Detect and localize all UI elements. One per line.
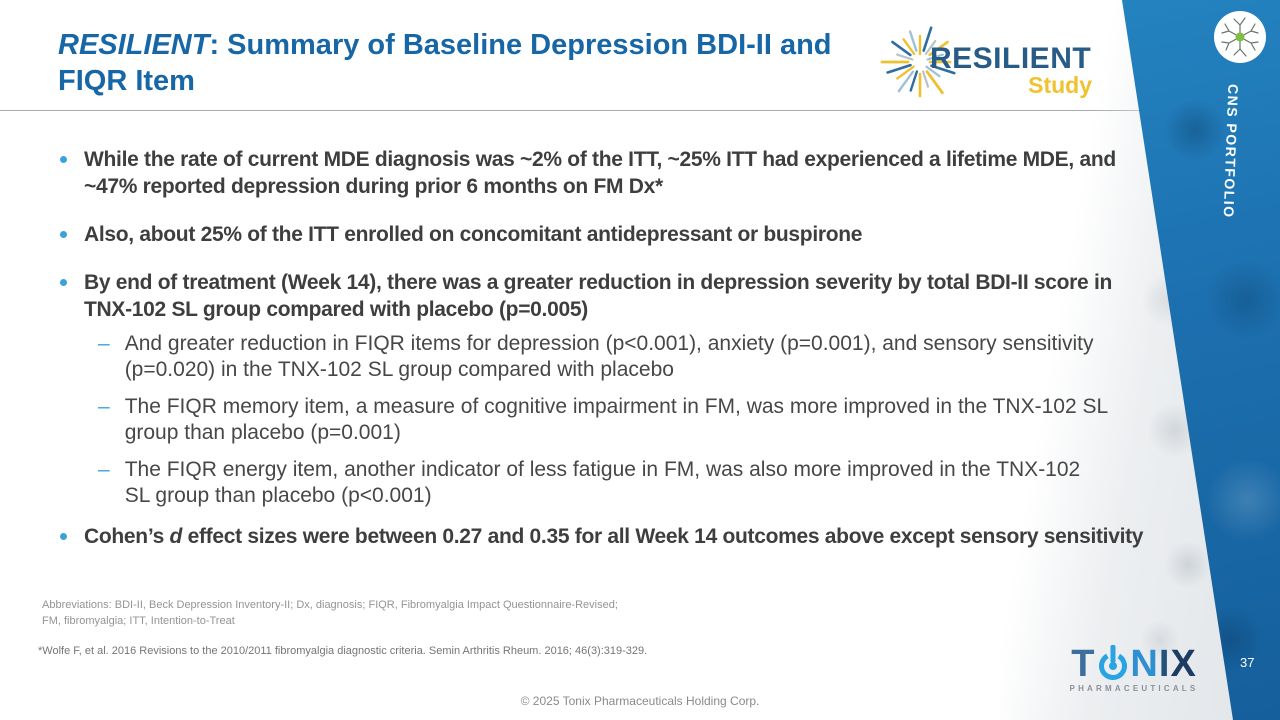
- tonix-pharmaceuticals-label: PHARMACEUTICALS: [1069, 684, 1199, 693]
- bullet-item: Also, about 25% of the ITT enrolled on c…: [58, 221, 1148, 248]
- tonix-logo: T N I X PHARMACEUTICALS: [1056, 645, 1212, 693]
- tonix-wordmark: T N I X: [1056, 643, 1212, 685]
- bullet-text-post: effect sizes were between 0.27 and 0.35 …: [182, 525, 1144, 548]
- sub-bullet-text: And greater reduction in FIQR items for …: [124, 332, 1094, 381]
- sub-bullet-text: The FIQR energy item, another indicator …: [124, 458, 1081, 507]
- dash-bullet-icon: –: [98, 395, 110, 418]
- tonix-letter-t: T: [1071, 643, 1096, 685]
- bullet-dot-icon: [60, 231, 67, 238]
- power-button-icon: [1099, 645, 1128, 680]
- bullet-dot-icon: [60, 156, 67, 163]
- bullet-list: While the rate of current MDE diagnosis …: [58, 146, 1148, 571]
- sub-bullet-item: – And greater reduction in FIQR items fo…: [98, 331, 1148, 383]
- dash-bullet-icon: –: [98, 458, 110, 481]
- page-number: 37: [1240, 655, 1255, 670]
- dash-bullet-icon: –: [98, 332, 110, 355]
- tonix-letter-x: X: [1170, 643, 1197, 685]
- tonix-letter-i: I: [1158, 643, 1171, 685]
- sub-bullet-text: The FIQR memory item, a measure of cogni…: [124, 395, 1108, 444]
- bullet-text-italic: d: [169, 525, 183, 548]
- bullet-dot-icon: [60, 533, 67, 540]
- title-brand: RESILIENT: [58, 29, 210, 61]
- title-divider: [0, 110, 1165, 111]
- bullet-text: Also, about 25% of the ITT enrolled on c…: [84, 223, 863, 246]
- bullet-text-pre: Cohen’s: [84, 525, 170, 548]
- page-title: RESILIENT: Summary of Baseline Depressio…: [58, 27, 858, 99]
- bullet-item: Cohen’s d effect sizes were between 0.27…: [58, 523, 1148, 550]
- title-rest: : Summary of Baseline Depression BDI-II …: [58, 29, 832, 97]
- bullet-dot-icon: [60, 279, 67, 286]
- resilient-logo-name: RESILIENT: [930, 42, 1092, 75]
- sub-bullet-item: – The FIQR memory item, a measure of cog…: [98, 394, 1148, 446]
- sub-bullet-list: – And greater reduction in FIQR items fo…: [98, 331, 1148, 509]
- starburst-icon: [880, 26, 956, 98]
- copyright-text: © 2025 Tonix Pharmaceuticals Holding Cor…: [520, 694, 760, 708]
- resilient-logo-study: Study: [1028, 72, 1092, 98]
- bullet-text: While the rate of current MDE diagnosis …: [84, 148, 1116, 198]
- reference-footnote: *Wolfe F, et al. 2016 Revisions to the 2…: [38, 645, 648, 657]
- bullet-text: Cohen’s d effect sizes were between 0.27…: [84, 523, 1144, 550]
- tonix-letter-n: N: [1130, 643, 1159, 685]
- bullet-text: By end of treatment (Week 14), there was…: [84, 271, 1113, 321]
- abbreviations-footnote: Abbreviations: BDI-II, Beck Depression I…: [42, 599, 618, 627]
- bullet-item: By end of treatment (Week 14), there was…: [58, 269, 1148, 323]
- sub-bullet-item: – The FIQR energy item, another indicato…: [98, 457, 1148, 509]
- resilient-study-logo: RESILIENT Study: [880, 18, 1100, 103]
- bullet-item: While the rate of current MDE diagnosis …: [58, 146, 1148, 200]
- neuron-icon: [1213, 10, 1267, 64]
